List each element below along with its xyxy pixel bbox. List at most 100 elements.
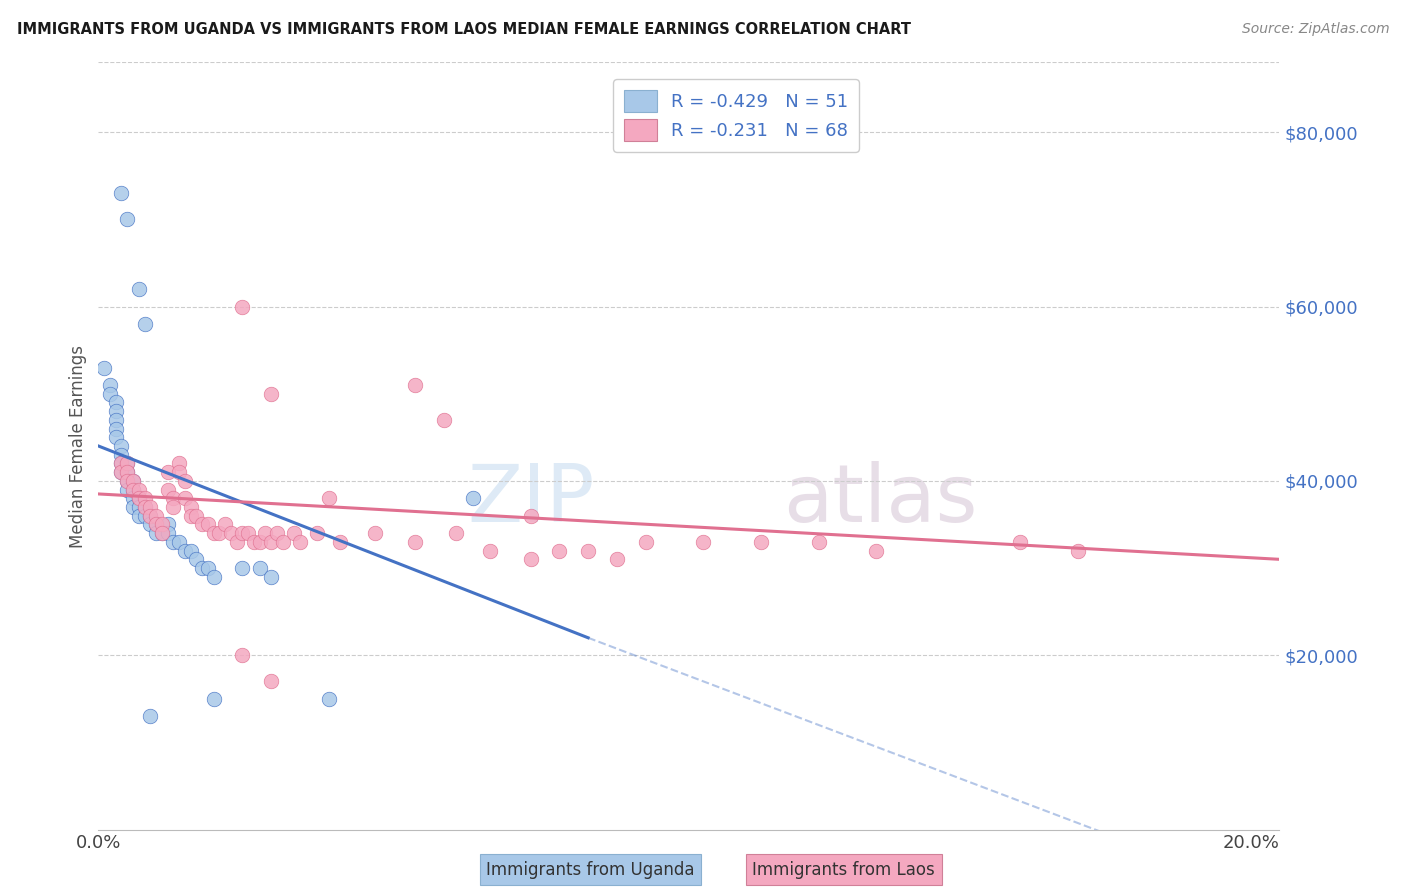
Point: [145, 508, 167, 523]
Point: [162, 500, 184, 514]
Point: [162, 535, 184, 549]
Point: [104, 421, 127, 435]
Point: [1067, 543, 1090, 558]
Point: [162, 491, 184, 506]
Point: [115, 483, 138, 497]
Point: [139, 508, 162, 523]
Point: [231, 648, 253, 663]
Point: [238, 526, 260, 541]
Point: [128, 282, 150, 296]
Point: [288, 535, 311, 549]
Point: [180, 508, 202, 523]
Point: [364, 526, 387, 541]
Point: [145, 526, 167, 541]
Point: [266, 526, 288, 541]
Point: [122, 483, 145, 497]
Point: [260, 674, 283, 689]
Point: [98, 378, 121, 392]
Point: [110, 457, 132, 471]
Point: [128, 491, 150, 506]
Point: [1010, 535, 1032, 549]
Point: [260, 386, 283, 401]
Point: [98, 386, 121, 401]
Point: [150, 526, 173, 541]
Point: [104, 404, 127, 418]
Text: Immigrants from Laos: Immigrants from Laos: [752, 861, 935, 879]
Point: [208, 526, 231, 541]
Point: [606, 552, 628, 566]
Point: [576, 543, 599, 558]
Point: [110, 457, 132, 471]
Point: [122, 500, 145, 514]
Point: [318, 491, 340, 506]
Point: [231, 300, 253, 314]
Point: [110, 439, 132, 453]
Point: [865, 543, 887, 558]
Point: [139, 500, 162, 514]
Point: [433, 413, 456, 427]
Point: [329, 535, 352, 549]
Point: [180, 500, 202, 514]
Point: [173, 474, 195, 488]
Point: [260, 570, 283, 584]
Point: [214, 517, 236, 532]
Text: atlas: atlas: [783, 460, 977, 539]
Point: [202, 570, 225, 584]
Point: [134, 491, 156, 506]
Point: [167, 465, 190, 479]
Point: [202, 691, 225, 706]
Point: [167, 535, 190, 549]
Point: [110, 465, 132, 479]
Point: [283, 526, 305, 541]
Point: [167, 457, 190, 471]
Point: [197, 561, 219, 575]
Point: [134, 508, 156, 523]
Point: [139, 508, 162, 523]
Point: [180, 543, 202, 558]
Point: [104, 413, 127, 427]
Point: [807, 535, 830, 549]
Point: [191, 561, 214, 575]
Point: [186, 508, 208, 523]
Point: [307, 526, 329, 541]
Point: [128, 491, 150, 506]
Point: [404, 535, 426, 549]
Text: ZIP: ZIP: [467, 460, 595, 539]
Point: [122, 474, 145, 488]
Point: [150, 526, 173, 541]
Point: [186, 552, 208, 566]
Text: IMMIGRANTS FROM UGANDA VS IMMIGRANTS FROM LAOS MEDIAN FEMALE EARNINGS CORRELATIO: IMMIGRANTS FROM UGANDA VS IMMIGRANTS FRO…: [17, 22, 911, 37]
Point: [104, 395, 127, 409]
Point: [122, 474, 145, 488]
Point: [318, 691, 340, 706]
Point: [110, 186, 132, 201]
Point: [461, 491, 484, 506]
Point: [128, 508, 150, 523]
Point: [479, 543, 502, 558]
Point: [243, 535, 266, 549]
Point: [128, 483, 150, 497]
Point: [156, 465, 179, 479]
Point: [231, 561, 253, 575]
Point: [225, 535, 247, 549]
Point: [110, 448, 132, 462]
Point: [104, 430, 127, 444]
Point: [115, 474, 138, 488]
Point: [156, 526, 179, 541]
Point: [249, 561, 271, 575]
Point: [145, 517, 167, 532]
Point: [115, 474, 138, 488]
Point: [271, 535, 294, 549]
Point: [197, 517, 219, 532]
Y-axis label: Median Female Earnings: Median Female Earnings: [69, 344, 87, 548]
Point: [110, 465, 132, 479]
Point: [249, 535, 271, 549]
Point: [260, 535, 283, 549]
Legend: R = -0.429   N = 51, R = -0.231   N = 68: R = -0.429 N = 51, R = -0.231 N = 68: [613, 79, 859, 152]
Point: [156, 517, 179, 532]
Point: [115, 212, 138, 227]
Text: Source: ZipAtlas.com: Source: ZipAtlas.com: [1241, 22, 1389, 37]
Point: [254, 526, 277, 541]
Point: [122, 491, 145, 506]
Point: [156, 483, 179, 497]
